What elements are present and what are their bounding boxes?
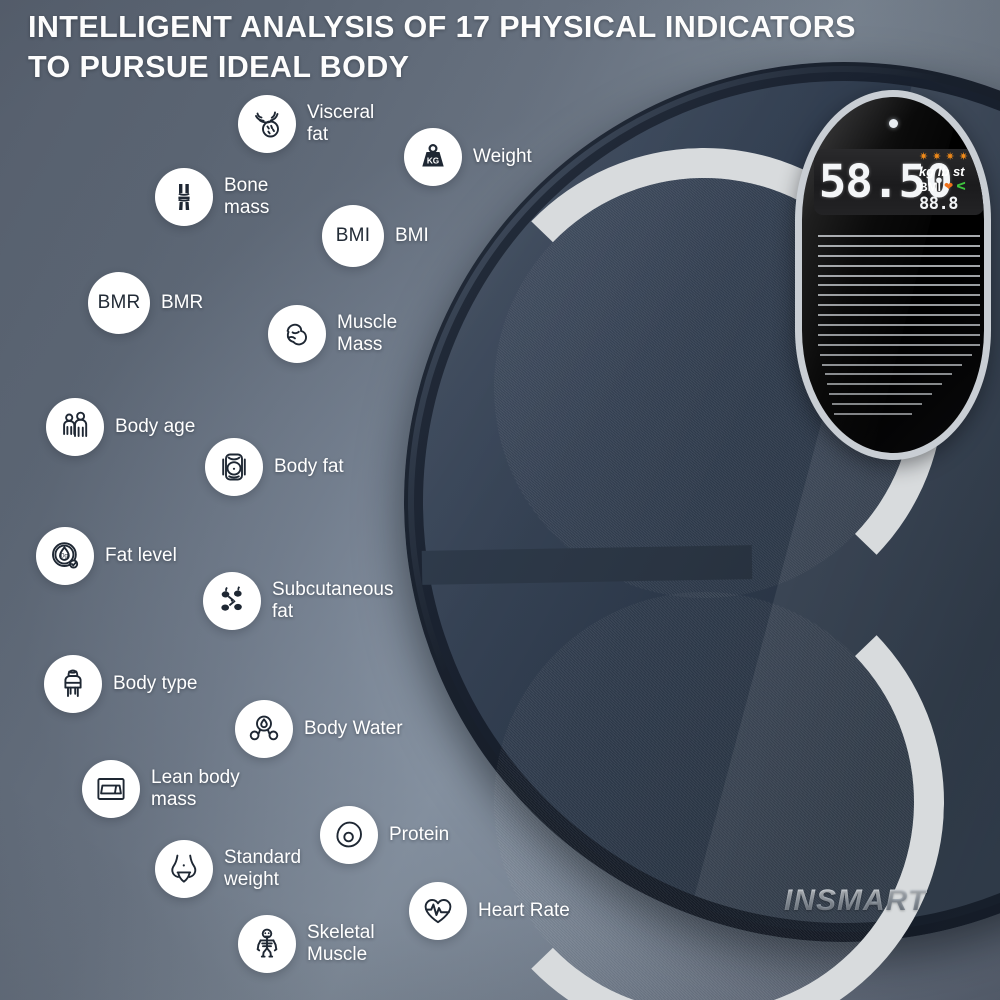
indicator-badge[interactable]: Body fat bbox=[205, 438, 344, 496]
indicator-label: Visceral fat bbox=[307, 101, 375, 145]
indicator-label: Body age bbox=[115, 415, 196, 437]
brand-logo: INSMART bbox=[784, 884, 928, 917]
body-age-icon bbox=[46, 398, 104, 456]
indicator-label: Protein bbox=[389, 823, 450, 845]
led-indicator-dot bbox=[889, 119, 898, 128]
body-fat-icon bbox=[205, 438, 263, 496]
weight-reading: 58.50 bbox=[818, 155, 953, 208]
bmr-text-icon: BMR bbox=[88, 272, 150, 334]
unit-labels: kg lb st bbox=[919, 164, 965, 179]
lcd-readout: 58.50 ✷ ✷ ✷ ✷ kg lb st BMI ❤ ᐸ 88.8 bbox=[814, 149, 984, 215]
lcd-panel-glass: 58.50 ✷ ✷ ✷ ✷ kg lb st BMI ❤ ᐸ 88.8 bbox=[802, 97, 984, 453]
indicator-badge[interactable]: Standard weight bbox=[155, 840, 301, 898]
standard-weight-icon bbox=[155, 840, 213, 898]
svg-text:KG: KG bbox=[427, 156, 439, 165]
indicator-badge[interactable]: Subcutaneous fat bbox=[203, 572, 394, 630]
bone-mass-icon bbox=[155, 168, 213, 226]
bmi-text-icon: BMI bbox=[322, 205, 384, 267]
lcd-indicator-column: ✷ ✷ ✷ ✷ kg lb st BMI ❤ ᐸ 88.8 bbox=[919, 152, 977, 214]
secondary-reading: 88.8 bbox=[919, 194, 958, 214]
heart-icon: ❤ bbox=[944, 181, 954, 193]
indicator-badge[interactable]: 0g Fat level bbox=[36, 527, 177, 585]
indicator-label: Body fat bbox=[274, 455, 344, 477]
body-type-icon bbox=[44, 655, 102, 713]
indicator-label: BMR bbox=[161, 291, 204, 313]
indicator-badge[interactable]: KG Weight bbox=[404, 128, 532, 186]
indicator-label: Weight bbox=[473, 145, 532, 167]
indicator-badge[interactable]: Visceral fat bbox=[238, 95, 374, 153]
indicator-badge[interactable]: Skeletal Muscle bbox=[238, 915, 375, 973]
indicator-badge[interactable]: Body type bbox=[44, 655, 198, 713]
bluetooth-icon: ᐸ bbox=[956, 181, 966, 193]
indicator-label: Heart Rate bbox=[478, 899, 570, 921]
fat-level-icon: 0g bbox=[36, 527, 94, 585]
indicator-badge[interactable]: Protein bbox=[320, 806, 449, 864]
indicator-badge[interactable]: Heart Rate bbox=[409, 882, 570, 940]
lean-body-mass-icon bbox=[82, 760, 140, 818]
svg-text:0g: 0g bbox=[61, 552, 69, 559]
page-title: INTELLIGENT ANALYSIS OF 17 PHYSICAL INDI… bbox=[28, 10, 856, 84]
subcutaneous-fat-icon bbox=[203, 572, 261, 630]
indicator-badge[interactable]: Bone mass bbox=[155, 168, 269, 226]
bmi-label: BMI bbox=[919, 180, 941, 194]
indicator-label: Body Water bbox=[304, 717, 403, 739]
indicator-label: BMI bbox=[395, 224, 429, 246]
star-indicators: ✷ ✷ ✷ ✷ bbox=[919, 151, 969, 163]
lcd-display-panel: 58.50 ✷ ✷ ✷ ✷ kg lb st BMI ❤ ᐸ 88.8 bbox=[795, 90, 991, 460]
indicator-icon-text: BMI bbox=[335, 225, 371, 246]
indicator-badge[interactable]: Body age bbox=[46, 398, 195, 456]
indicator-badge[interactable]: Body Water bbox=[235, 700, 403, 758]
indicator-label: Standard weight bbox=[224, 846, 302, 890]
skeletal-muscle-icon bbox=[238, 915, 296, 973]
indicator-label: Subcutaneous fat bbox=[272, 578, 394, 622]
indicator-badge[interactable]: BMI BMI bbox=[322, 205, 429, 267]
heart-rate-icon bbox=[409, 882, 467, 940]
indicator-icon-text: BMR bbox=[97, 292, 141, 313]
lcd-stripe-pattern bbox=[818, 229, 980, 421]
indicator-label: Skeletal Muscle bbox=[307, 921, 375, 965]
visceral-fat-icon bbox=[238, 95, 296, 153]
indicator-badge[interactable]: Lean body mass bbox=[82, 760, 240, 818]
protein-icon bbox=[320, 806, 378, 864]
muscle-mass-icon bbox=[268, 305, 326, 363]
indicator-label: Lean body mass bbox=[151, 766, 240, 810]
indicator-label: Fat level bbox=[105, 544, 177, 566]
weight-kg-icon: KG bbox=[404, 128, 462, 186]
indicator-badge[interactable]: BMR BMR bbox=[88, 272, 203, 334]
indicator-label: Bone mass bbox=[224, 174, 270, 218]
body-water-icon bbox=[235, 700, 293, 758]
bmi-indicator-row: BMI ❤ ᐸ bbox=[919, 180, 977, 194]
indicator-badge[interactable]: Muscle Mass bbox=[268, 305, 397, 363]
indicator-label: Body type bbox=[113, 672, 198, 694]
indicator-label: Muscle Mass bbox=[337, 311, 398, 355]
